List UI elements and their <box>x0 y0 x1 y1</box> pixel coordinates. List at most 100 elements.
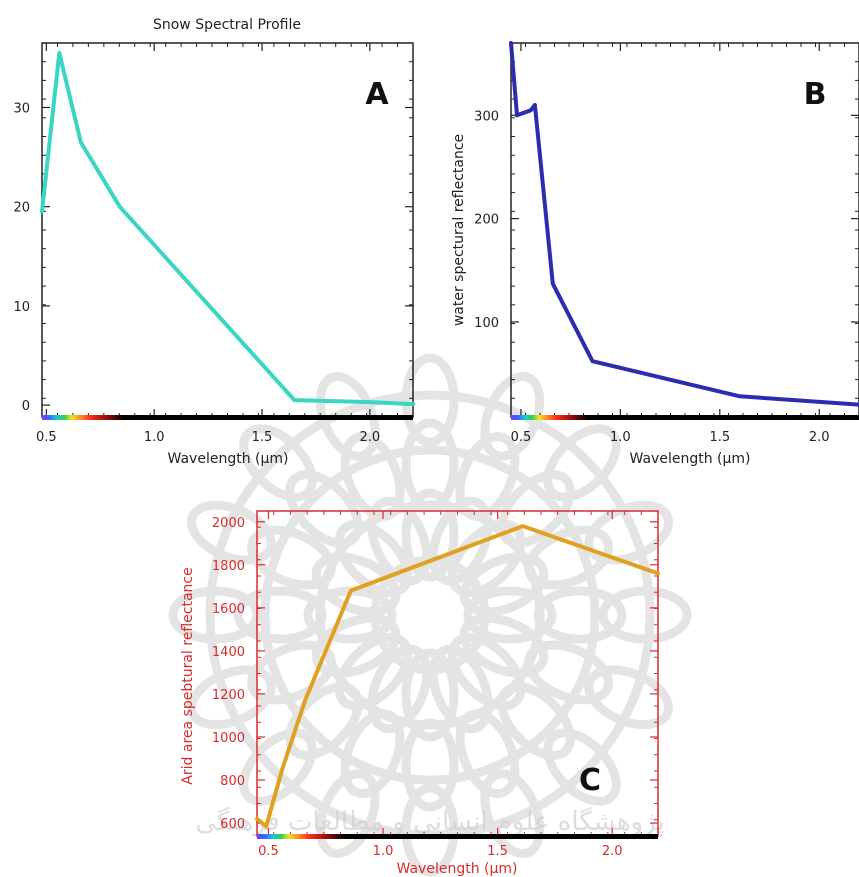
chart-a-x-tick-label: 1.0 <box>144 430 165 445</box>
chart-c-data-point <box>280 767 284 771</box>
watermark-text: پژوهشگاه علوم انسانی و مطالعات فرهنگی <box>195 806 664 837</box>
watermark-petal <box>598 586 692 644</box>
chart-c-spectrum-bar <box>257 834 658 839</box>
watermark-petal <box>247 640 336 705</box>
chart-b-data-point <box>515 113 519 117</box>
chart-b-spectrum-bar <box>511 415 859 420</box>
watermark-petal <box>401 353 459 447</box>
watermark-petal <box>334 632 413 711</box>
chart-a-data-point <box>40 210 44 214</box>
chart-a-y-tick-label: 20 <box>13 201 30 216</box>
watermark-petal <box>543 728 621 806</box>
chart-c-y-tick-label: 1200 <box>212 688 245 703</box>
chart-a-data-point <box>411 402 415 406</box>
chart-b-data-point <box>533 103 537 107</box>
watermark-petal <box>367 496 432 586</box>
watermark-petal <box>455 432 520 521</box>
watermark-petal <box>285 470 363 548</box>
chart-c-x-tick-label: 1.0 <box>373 844 394 859</box>
chart-a-x-axis-title: Wavelength (µm) <box>168 451 289 467</box>
chart-b-x-axis-title: Wavelength (µm) <box>630 451 751 467</box>
watermark-petal <box>480 769 545 859</box>
watermark-petal <box>233 586 327 644</box>
watermark-petal <box>497 470 575 548</box>
watermark-petal <box>239 424 317 502</box>
chart-a-x-tick-label: 0.5 <box>36 430 57 445</box>
watermark-petal <box>401 783 459 877</box>
chart-a-data-point <box>57 51 61 55</box>
chart-b-series-line <box>509 41 859 407</box>
chart-b-data-point <box>738 394 742 398</box>
chart-b-panel-label: B <box>804 77 827 112</box>
watermark-petal <box>340 432 405 521</box>
chart-b-y-tick-label: 200 <box>474 213 499 228</box>
watermark-petal <box>239 728 317 806</box>
chart-c-data-point <box>656 571 660 576</box>
chart-a-panel-label: A <box>365 77 389 112</box>
chart-c-y-axis-title: Arid area spebtural reflectance <box>180 567 196 784</box>
watermark-petal <box>497 682 575 760</box>
chart-b-data-point <box>590 359 595 363</box>
chart-a-x-tick-label: 1.5 <box>252 430 273 445</box>
watermark-petal <box>428 496 493 586</box>
watermark-petal <box>367 644 432 734</box>
chart-a-x-tick-label: 2.0 <box>360 430 381 445</box>
chart-a-y-tick-label: 30 <box>13 101 30 116</box>
chart-c-minor-ticks <box>257 511 658 836</box>
chart-c-panel-label: C <box>579 763 601 798</box>
chart-c-y-tick-label: 2000 <box>212 516 245 531</box>
chart-c-x-axis-title: Wavelength (µm) <box>397 861 518 877</box>
chart-a-title: Snow Spectral Profile <box>153 17 301 33</box>
chart-c-y-tick-label: 1000 <box>212 731 245 746</box>
chart-a-spectrum-bar <box>42 415 413 420</box>
watermark-petal <box>247 525 336 590</box>
watermark-petal <box>401 648 459 742</box>
chart-b-y-tick-label: 300 <box>474 109 499 124</box>
watermark-petal <box>311 613 401 678</box>
watermark-petal <box>428 644 493 734</box>
chart-c-data-point <box>255 817 259 821</box>
chart-a-y-tick-label: 10 <box>13 300 30 315</box>
watermark-petal <box>459 613 549 678</box>
watermark-petal <box>543 424 621 502</box>
chart-c-x-tick-label: 2.0 <box>602 844 623 859</box>
watermark-petal <box>447 632 526 711</box>
chart-b-y-axis-title: water spectural reflectance <box>451 134 467 326</box>
chart-b-x-tick-label: 1.0 <box>610 430 631 445</box>
watermark-petal <box>186 665 276 730</box>
watermark-petal <box>401 418 459 512</box>
watermark-petal <box>480 371 545 461</box>
watermark-petal <box>340 709 405 798</box>
watermark-petal <box>315 769 380 859</box>
chart-c-y-tick-label: 1600 <box>212 602 245 617</box>
chart-c-y-tick-label: 800 <box>220 774 245 789</box>
chart-c-y-tick-label: 1800 <box>212 559 245 574</box>
watermark-petal <box>463 586 557 644</box>
chart-b-x-tick-label: 2.0 <box>809 430 830 445</box>
chart-a-data-point <box>79 140 83 144</box>
chart-c-x-tick-label: 0.5 <box>258 844 279 859</box>
chart-b-x-tick-label: 1.5 <box>709 430 730 445</box>
watermark-petal <box>459 552 549 617</box>
watermark-petal <box>524 640 613 705</box>
chart-c-data-point <box>349 589 353 593</box>
watermark-petal <box>455 709 520 798</box>
chart-c-y-tick-label: 1400 <box>212 645 245 660</box>
chart-a-data-point <box>368 400 372 404</box>
watermark-ring <box>260 445 600 785</box>
chart-a-data-point <box>118 205 122 209</box>
chart-c-data-point <box>303 698 307 703</box>
watermark-petal <box>186 500 276 565</box>
chart-a-data-point <box>292 398 296 402</box>
watermark-petal <box>285 682 363 760</box>
chart-b-data-point <box>529 108 533 112</box>
chart-c-x-tick-label: 1.5 <box>487 844 508 859</box>
watermark-petal <box>533 586 627 644</box>
watermark-petal <box>334 519 413 598</box>
chart-b-x-tick-label: 0.5 <box>511 430 532 445</box>
chart-b-data-point <box>551 282 555 286</box>
watermark-petal <box>401 718 459 812</box>
